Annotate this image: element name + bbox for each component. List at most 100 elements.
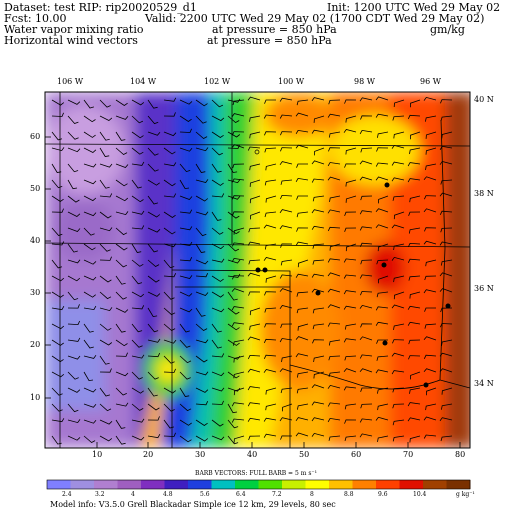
wind-barb: [439, 352, 453, 357]
wind-barb: [408, 275, 421, 281]
wind-barb: [280, 259, 293, 266]
wind-barb: [227, 115, 240, 123]
wind-barb: [163, 243, 177, 248]
wind-barb: [295, 273, 309, 278]
wind-barb: [343, 129, 357, 133]
wind-barb: [195, 387, 209, 393]
wind-barb: [247, 354, 261, 360]
wind-barb: [359, 418, 373, 423]
wind-barb: [83, 371, 94, 382]
wind-barb: [163, 179, 176, 187]
wind-barb: [51, 371, 65, 378]
wind-barb: [423, 240, 437, 245]
x-tick: 70: [403, 450, 414, 459]
wind-barb: [248, 291, 261, 296]
wind-barb: [163, 368, 176, 373]
wind-barb: [163, 162, 177, 167]
wind-barb: [263, 338, 277, 344]
plot-frame: [44, 91, 471, 449]
lon-label: 100 W: [278, 77, 305, 86]
wind-barb: [195, 259, 209, 265]
x-tick: 80: [455, 450, 466, 459]
wind-barb: [131, 291, 145, 298]
lon-label: 102 W: [204, 77, 231, 86]
wind-barb: [163, 273, 177, 278]
wind-barb: [115, 291, 127, 300]
wind-barb: [313, 371, 325, 379]
wind-barb: [279, 288, 293, 293]
wind-barb: [408, 339, 421, 345]
colorbar-swatch: [282, 480, 306, 489]
field1-level: at pressure = 850 hPa: [212, 23, 337, 36]
dataset-label: Dataset: test RIP: rip20020529_d1: [4, 1, 197, 14]
wind-barb: [51, 275, 65, 282]
colorbar-swatch: [352, 480, 377, 489]
wind-barb: [231, 322, 245, 327]
wind-barb: [115, 227, 128, 236]
wind-barb: [393, 323, 405, 330]
wind-barb: [227, 307, 240, 315]
wind-barb: [83, 435, 96, 443]
wind-barb: [147, 275, 160, 283]
wind-barb: [163, 387, 177, 394]
wind-barb: [391, 144, 405, 149]
wind-barb: [264, 211, 277, 218]
wind-barb: [295, 129, 309, 135]
wind-barb: [248, 259, 261, 265]
wind-barb: [115, 195, 129, 202]
wind-barb: [179, 147, 193, 152]
wind-barb: [279, 209, 293, 214]
wind-barb: [115, 419, 126, 429]
wind-barb: [195, 163, 206, 173]
wind-barb: [391, 304, 405, 309]
wind-barb: [163, 307, 176, 316]
colorbar-swatch: [258, 480, 283, 489]
wind-barb: [391, 370, 405, 375]
wind-barb: [67, 131, 79, 140]
wind-barb: [344, 211, 357, 217]
wind-barb: [280, 435, 293, 440]
wind-barb: [247, 96, 261, 101]
wind-barb: [410, 131, 421, 140]
wind-barb: [195, 99, 208, 107]
wind-barb: [179, 226, 193, 231]
station-dot: [255, 267, 261, 273]
wind-barb: [195, 339, 209, 344]
wind-barb: [297, 259, 309, 268]
wind-barb: [439, 241, 453, 246]
wind-barb: [376, 147, 389, 152]
wind-barb: [359, 274, 373, 279]
wind-barb: [249, 307, 261, 316]
wind-barb: [83, 115, 96, 123]
wind-barb: [327, 176, 341, 181]
wind-barb: [247, 402, 261, 407]
wind-barb: [115, 99, 128, 106]
wind-barb: [423, 368, 437, 373]
wind-barb: [147, 434, 161, 439]
wind-barb: [328, 147, 341, 152]
wind-barb: [345, 147, 357, 155]
wind-barb: [408, 211, 421, 216]
colorbar-swatch: [211, 480, 236, 489]
wind-barb: [51, 435, 62, 445]
wind-barb: [233, 339, 245, 346]
x-tick: 40: [247, 450, 258, 459]
wind-barb: [425, 131, 437, 139]
wind-barb: [249, 115, 261, 122]
wind-barb: [211, 275, 224, 282]
wind-barb: [409, 387, 421, 394]
wind-barb: [375, 208, 389, 213]
wind-barb: [295, 336, 309, 341]
wind-barb: [51, 163, 62, 173]
state-boundaries: [45, 92, 470, 448]
wind-barb: [296, 195, 308, 200]
wind-barb: [408, 227, 421, 234]
wind-barb: [425, 259, 437, 267]
wind-barb: [195, 211, 209, 216]
wind-barb: [51, 355, 64, 363]
wind-barb: [179, 419, 192, 426]
wind-barb: [314, 147, 325, 156]
wind-barb: [163, 112, 176, 117]
model-info: Model info: V3.5.0 Grell Blackadar Simpl…: [50, 500, 336, 509]
wind-barb: [439, 368, 453, 373]
